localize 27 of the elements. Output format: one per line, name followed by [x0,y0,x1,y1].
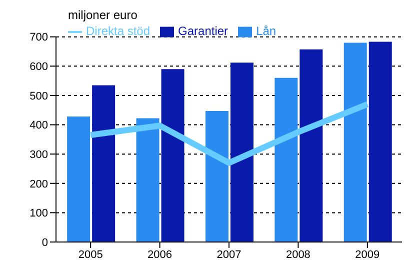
bar [344,42,367,242]
bar [274,78,298,242]
legend-label: Garantier [178,24,228,38]
y-tick-label: 400 [30,120,48,132]
legend-label: Direkta stöd [86,24,150,38]
bar [136,118,160,242]
x-tick-label: 2006 [148,248,172,261]
y-tick-label: 300 [30,148,48,161]
y-tick-label: 0 [42,236,48,249]
y-tick-label: 100 [30,208,48,220]
bar [67,116,90,242]
bar [205,110,228,242]
y-tick-label: 700 [30,32,48,44]
bar [368,42,392,242]
legend-label: Lån [256,24,276,38]
x-tick-label: 2005 [78,248,103,261]
bar [92,85,116,242]
bar [161,69,184,242]
y-tick-label: 600 [30,61,48,74]
y-tick-label: 500 [30,90,48,102]
x-tick-label: 2009 [355,248,380,261]
x-tick-label: 2008 [286,248,310,261]
y-axis-title: miljoner euro [68,8,138,22]
bar [230,62,254,242]
y-tick-label: 200 [30,178,48,190]
bar [300,49,323,242]
x-tick-label: 2007 [216,248,242,261]
